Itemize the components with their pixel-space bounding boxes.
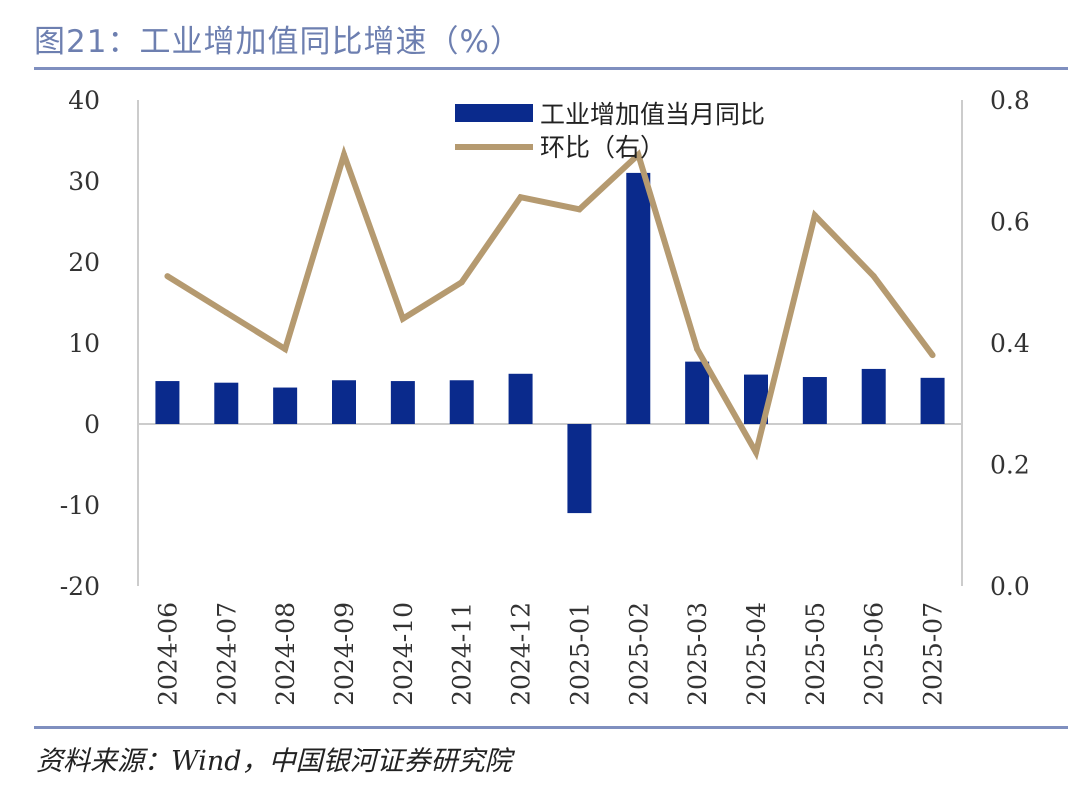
legend-swatch-bar bbox=[455, 104, 533, 122]
x-tick-label: 2025-03 bbox=[683, 602, 712, 706]
line-point bbox=[164, 273, 171, 280]
line-point bbox=[870, 273, 877, 280]
bar bbox=[273, 387, 298, 424]
line-point bbox=[811, 212, 818, 219]
line-path bbox=[165, 145, 935, 461]
x-tick-label: 2024-11 bbox=[448, 602, 477, 706]
x-tick-label: 2024-09 bbox=[330, 602, 359, 706]
bar bbox=[920, 377, 945, 424]
x-tick-label: 2024-06 bbox=[153, 602, 182, 706]
line-series bbox=[164, 145, 936, 461]
x-tick-label: 2025-02 bbox=[624, 602, 653, 706]
legend-label-line: 环比（右） bbox=[540, 133, 665, 162]
x-tick-label: 2025-01 bbox=[565, 602, 594, 706]
right-tick-label: 0.2 bbox=[990, 451, 1030, 480]
line-point bbox=[399, 315, 406, 322]
right-tick-label: 0.0 bbox=[990, 572, 1030, 601]
line-point bbox=[282, 346, 289, 353]
bar bbox=[449, 380, 474, 424]
left-tick-label: 0 bbox=[84, 410, 100, 439]
line-point bbox=[753, 449, 759, 456]
x-tick-label: 2025-04 bbox=[742, 602, 771, 706]
legend-label-bar: 工业增加值当月同比 bbox=[540, 100, 765, 129]
line-point bbox=[929, 352, 936, 359]
line-point bbox=[694, 346, 701, 353]
line-point bbox=[341, 151, 347, 158]
x-tick-label: 2024-12 bbox=[507, 602, 536, 706]
left-tick-label: 40 bbox=[68, 86, 100, 115]
x-tick-label: 2025-05 bbox=[801, 602, 830, 706]
bar bbox=[626, 172, 651, 424]
right-tick-label: 0.6 bbox=[990, 208, 1030, 237]
chart-title: 图21：工业增加值同比增速（%） bbox=[34, 24, 522, 60]
left-axis: 40 30 20 10 0 -10 -20 bbox=[60, 86, 962, 601]
legend: 工业增加值当月同比 环比（右） bbox=[455, 100, 765, 162]
footer-divider bbox=[34, 726, 1068, 729]
bar bbox=[685, 361, 710, 424]
bar bbox=[802, 377, 827, 424]
line-point bbox=[635, 151, 642, 158]
right-axis: 0.8 0.6 0.4 0.2 0.0 bbox=[961, 86, 1030, 601]
x-tick-label: 2025-07 bbox=[919, 602, 948, 706]
x-tick-label: 2024-10 bbox=[389, 602, 418, 706]
x-axis: 2024-06 2024-07 2024-08 2024-09 2024-10 2024-… bbox=[153, 602, 947, 706]
bar bbox=[214, 382, 239, 424]
right-tick-label: 0.4 bbox=[990, 329, 1030, 358]
x-tick-label: 2024-08 bbox=[271, 602, 300, 706]
left-tick-label: 10 bbox=[68, 329, 100, 358]
left-tick-label: -10 bbox=[60, 491, 100, 520]
bar bbox=[332, 380, 356, 424]
x-tick-label: 2024-07 bbox=[212, 602, 241, 706]
title-divider bbox=[34, 67, 1068, 70]
right-tick-label: 0.8 bbox=[990, 86, 1030, 115]
bar bbox=[567, 424, 592, 514]
bar bbox=[390, 381, 415, 424]
bar bbox=[155, 381, 180, 424]
line-point bbox=[576, 206, 583, 213]
left-tick-label: 30 bbox=[68, 167, 100, 196]
line-point bbox=[517, 194, 524, 201]
line-point bbox=[223, 309, 230, 316]
left-tick-label: 20 bbox=[68, 248, 100, 277]
x-tick-label: 2025-06 bbox=[860, 602, 889, 706]
bar bbox=[861, 368, 886, 424]
left-tick-label: -20 bbox=[60, 572, 100, 601]
source-note: 资料来源：Wind，中国银河证券研究院 bbox=[36, 746, 512, 777]
line-point bbox=[458, 279, 465, 286]
bar bbox=[508, 373, 533, 424]
